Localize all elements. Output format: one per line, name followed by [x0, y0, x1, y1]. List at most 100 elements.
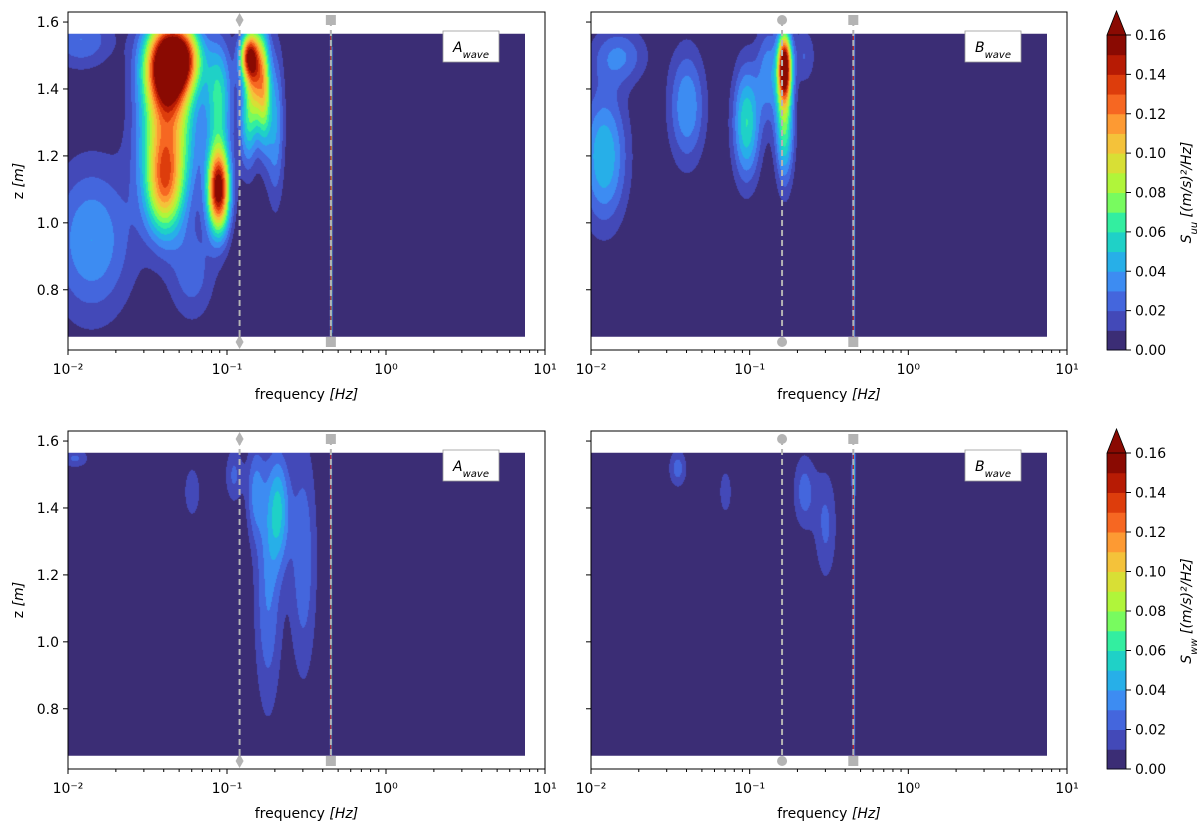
circle-marker-bottom [777, 756, 788, 766]
panel-annotation: Awave [452, 40, 489, 61]
diamond-marker-top [235, 13, 244, 27]
colorbar-level [1107, 611, 1126, 632]
x-tick-label: 10¹ [533, 362, 556, 378]
x-tick-label: 10⁻² [576, 362, 607, 378]
colorbar-label: Suu [(m/s)²/Hz] [1179, 142, 1200, 244]
y-tick-label: 1.4 [37, 501, 59, 517]
x-tick-label: 10⁻² [53, 781, 84, 797]
x-tick-label: 10⁰ [897, 781, 921, 797]
colorbar-tick-label: 0.04 [1135, 264, 1166, 280]
colorbar-extend-arrow [1106, 9, 1127, 36]
axes-frame [67, 430, 546, 770]
annotation-box [964, 30, 1022, 63]
square-marker-bottom [325, 756, 336, 766]
colorbar-tick-label: 0.14 [1135, 486, 1166, 502]
colorbar-tick-label: 0.10 [1135, 565, 1166, 581]
colorbar-tick-label: 0.06 [1135, 644, 1166, 660]
axes-frame [67, 11, 546, 351]
colorbar-level [1107, 650, 1126, 671]
colorbar-level [1107, 532, 1126, 553]
y-axis-label: z [m] [11, 163, 27, 199]
colorbar-level [1107, 290, 1126, 312]
axes-frame [590, 11, 1068, 351]
x-tick-label: 10⁰ [374, 781, 398, 797]
circle-marker-top [777, 434, 788, 444]
colorbar-level [1107, 690, 1126, 711]
colorbar-tick-label: 0.02 [1135, 723, 1166, 739]
contour-fill [68, 452, 525, 756]
colorbar-level [1107, 630, 1126, 651]
diamond-marker-top [235, 432, 244, 446]
colorbar-tick-label: 0.08 [1135, 186, 1166, 202]
colorbar-level [1107, 512, 1126, 533]
x-tick-label: 10¹ [533, 781, 556, 797]
x-tick-label: 10⁻¹ [734, 781, 765, 797]
panel-annotation: Bwave [975, 40, 1011, 61]
square-marker-top [325, 15, 336, 25]
colorbar-extend-arrow [1106, 427, 1127, 454]
colorbar-tick-label: 0.14 [1135, 67, 1166, 83]
colorbar-level [1107, 749, 1126, 770]
square-marker-top [848, 15, 859, 25]
contour-fill [591, 33, 1047, 337]
square-marker-top [325, 434, 336, 444]
colorbar-level [1107, 74, 1126, 95]
square-marker-bottom [848, 756, 859, 766]
x-tick-label: 10⁻² [53, 362, 84, 378]
colorbar-tick-label: 0.00 [1135, 343, 1166, 359]
colorbar-level [1107, 571, 1126, 592]
colorbar-level [1107, 113, 1126, 134]
colorbar-level [1107, 330, 1126, 351]
annotation-box [442, 449, 500, 482]
colorbar-tick-label: 0.02 [1135, 304, 1166, 320]
y-tick-label: 1.4 [37, 82, 59, 98]
colorbar-level [1107, 172, 1126, 193]
colorbar-tick-label: 0.16 [1135, 446, 1166, 462]
y-tick-label: 1.0 [37, 635, 59, 651]
contour-fill [68, 33, 525, 337]
colorbar-tick-label: 0.06 [1135, 225, 1166, 241]
colorbar-tick-label: 0.08 [1135, 604, 1166, 620]
circle-marker-top [777, 15, 788, 25]
panel-top-right: 10⁻² 10⁻¹ 10⁰ 10¹ frequency [Hz] Bwave [576, 11, 1079, 403]
colorbar-level [1107, 133, 1126, 154]
y-tick-label: 1.6 [37, 434, 59, 450]
colorbar-level [1107, 670, 1126, 691]
y-axis-label: z [m] [11, 582, 27, 618]
colorbar-tick-label: 0.00 [1135, 762, 1166, 778]
x-tick-label: 10⁻¹ [734, 362, 765, 378]
diamond-marker-bottom [235, 335, 244, 349]
x-axis-label: frequency [Hz] [777, 387, 880, 403]
panel-annotation: Awave [452, 459, 489, 480]
diamond-marker-bottom [235, 754, 244, 768]
colorbar-level [1107, 453, 1126, 474]
panel-top-left: 10⁻² 10⁻¹ 10⁰ 10¹ frequency [Hz] 0.8 1.0 1.2 1.4… [11, 11, 557, 403]
square-marker-bottom [848, 337, 859, 347]
panel-bottom-left: 10⁻² 10⁻¹ 10⁰ 10¹ frequency [Hz] 0.8 1.0 1.2 1.4… [11, 430, 557, 822]
x-axis-label: frequency [Hz] [255, 387, 358, 403]
x-tick-label: 10⁰ [374, 362, 398, 378]
panel-bottom-right: 10⁻² 10⁻¹ 10⁰ 10¹ frequency [Hz] Bwave [576, 430, 1079, 822]
colorbar-label: Sww [(m/s)²/Hz] [1179, 558, 1200, 663]
circle-marker-bottom [777, 337, 788, 347]
colorbar-tick-label: 0.12 [1135, 525, 1166, 541]
axes-frame [590, 430, 1068, 770]
panel-annotation: Bwave [975, 459, 1011, 480]
annotation-box [964, 449, 1022, 482]
colorbar-tick-label: 0.16 [1135, 28, 1166, 44]
y-tick-label: 1.0 [37, 216, 59, 232]
y-tick-label: 1.6 [37, 15, 59, 31]
colorbar-level [1107, 212, 1126, 233]
colorbar-level [1107, 472, 1126, 493]
annotation-box [442, 30, 500, 63]
colorbar-level [1107, 231, 1126, 253]
colorbar-uu: 0.00 0.02 0.04 0.06 0.08 0.10 0.12 0.14 0.16 Suu … [1106, 9, 1200, 359]
colorbar-level [1107, 94, 1126, 115]
colorbar-tick-label: 0.10 [1135, 146, 1166, 162]
y-tick-label: 1.2 [37, 568, 59, 584]
x-tick-label: 10¹ [1055, 781, 1078, 797]
colorbar-level [1107, 492, 1126, 513]
y-tick-label: 0.8 [37, 283, 59, 299]
contour-fill [591, 452, 1047, 756]
